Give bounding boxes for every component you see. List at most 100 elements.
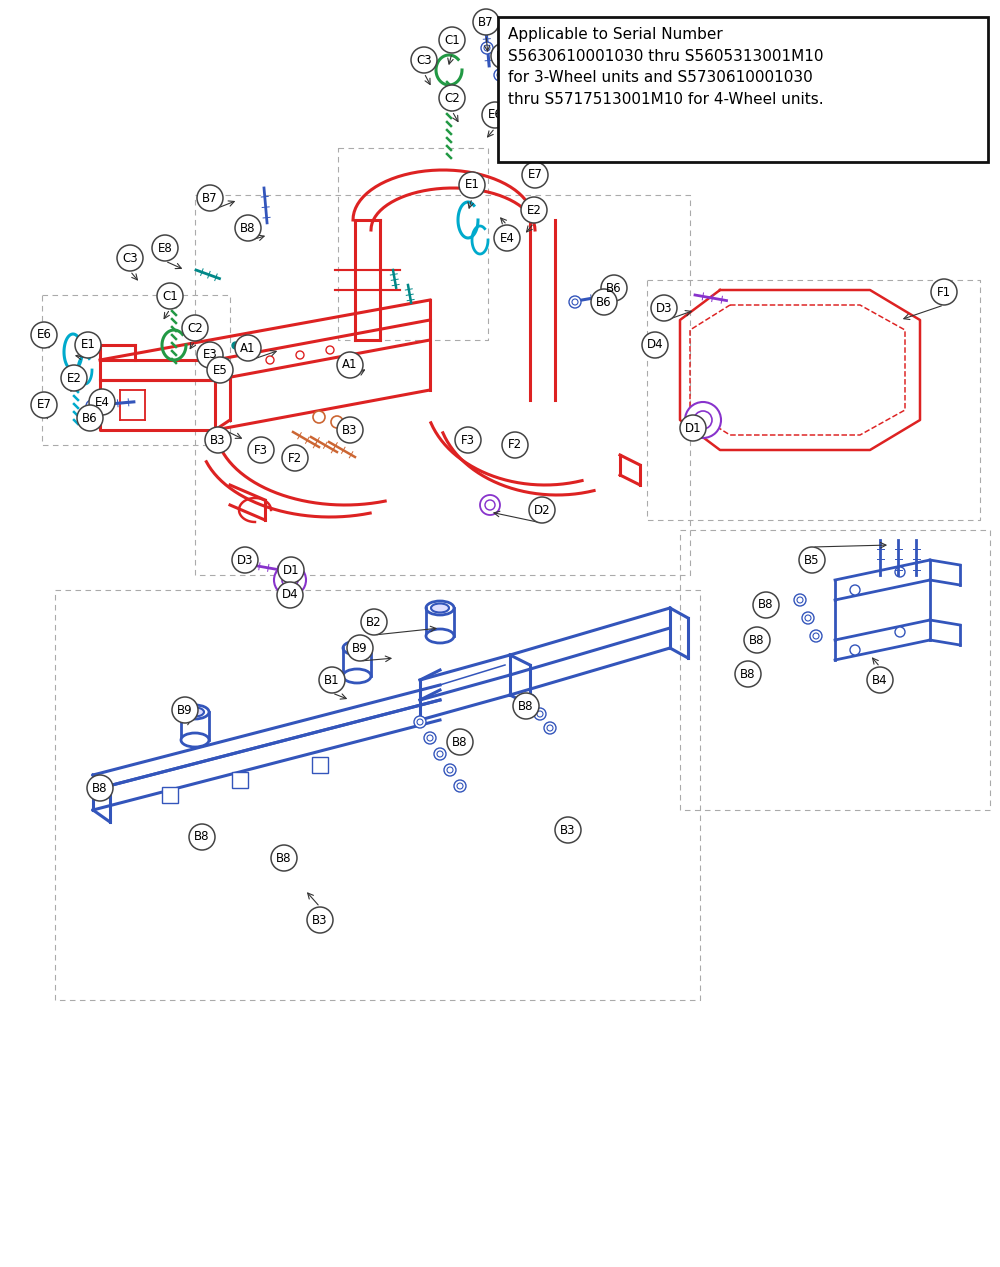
Circle shape xyxy=(319,666,345,693)
Circle shape xyxy=(248,437,274,462)
Circle shape xyxy=(282,445,308,471)
Circle shape xyxy=(572,299,578,305)
Text: F2: F2 xyxy=(288,451,302,465)
Circle shape xyxy=(277,582,303,608)
Text: B9: B9 xyxy=(177,703,193,717)
Circle shape xyxy=(235,334,261,361)
Text: E6: E6 xyxy=(488,109,502,122)
Text: D4: D4 xyxy=(647,338,663,351)
Circle shape xyxy=(537,711,543,717)
Text: E2: E2 xyxy=(527,204,541,217)
Circle shape xyxy=(794,594,806,606)
Text: F1: F1 xyxy=(937,285,951,299)
Circle shape xyxy=(502,432,528,457)
Circle shape xyxy=(337,352,363,378)
Circle shape xyxy=(497,72,503,79)
Circle shape xyxy=(197,342,223,367)
Text: D3: D3 xyxy=(237,554,253,566)
Circle shape xyxy=(337,417,363,443)
Circle shape xyxy=(524,694,536,706)
Circle shape xyxy=(480,495,500,514)
Circle shape xyxy=(534,708,546,720)
Circle shape xyxy=(427,735,433,741)
Circle shape xyxy=(494,226,520,251)
Text: B8: B8 xyxy=(496,49,512,62)
Circle shape xyxy=(473,9,499,35)
Circle shape xyxy=(744,627,770,653)
Text: B6: B6 xyxy=(596,295,612,308)
Text: B8: B8 xyxy=(92,782,108,794)
Text: B5: B5 xyxy=(804,554,820,566)
Text: B7: B7 xyxy=(202,191,218,204)
Circle shape xyxy=(447,767,453,773)
Text: B8: B8 xyxy=(740,668,756,680)
Circle shape xyxy=(482,103,508,128)
Text: B6: B6 xyxy=(82,412,98,424)
Text: B8: B8 xyxy=(758,598,774,612)
Text: E8: E8 xyxy=(158,242,172,255)
Circle shape xyxy=(232,547,258,573)
Circle shape xyxy=(797,597,803,603)
Text: D4: D4 xyxy=(282,588,298,602)
Circle shape xyxy=(802,612,814,625)
Circle shape xyxy=(931,279,957,305)
Circle shape xyxy=(895,568,905,576)
Circle shape xyxy=(753,592,779,618)
Text: B8: B8 xyxy=(452,736,468,749)
Circle shape xyxy=(424,732,436,744)
Circle shape xyxy=(417,718,423,725)
Text: E1: E1 xyxy=(81,338,95,351)
Text: C2: C2 xyxy=(444,91,460,104)
Text: E2: E2 xyxy=(67,371,81,384)
Text: A1: A1 xyxy=(342,359,358,371)
Text: B3: B3 xyxy=(342,423,358,437)
Circle shape xyxy=(651,295,677,321)
Text: D1: D1 xyxy=(685,422,701,435)
Circle shape xyxy=(810,630,822,642)
Text: Applicable to Serial Number
S5630610001030 thru S5605313001M10
for 3-Wheel units: Applicable to Serial Number S56306100010… xyxy=(508,27,824,106)
Circle shape xyxy=(182,315,208,341)
Circle shape xyxy=(235,215,261,241)
Text: E3: E3 xyxy=(203,348,217,361)
Circle shape xyxy=(850,645,860,655)
Circle shape xyxy=(172,697,198,723)
Bar xyxy=(312,756,328,773)
Text: A1: A1 xyxy=(240,342,256,355)
Circle shape xyxy=(271,845,297,870)
Circle shape xyxy=(867,666,893,693)
Text: B8: B8 xyxy=(518,699,534,712)
Ellipse shape xyxy=(426,628,454,642)
Circle shape xyxy=(439,85,465,111)
Text: B9: B9 xyxy=(352,641,368,655)
Ellipse shape xyxy=(181,704,209,718)
Text: D3: D3 xyxy=(656,302,672,314)
Text: F3: F3 xyxy=(254,443,268,456)
Ellipse shape xyxy=(343,669,371,683)
Text: B4: B4 xyxy=(872,674,888,687)
Circle shape xyxy=(205,427,231,454)
Text: D2: D2 xyxy=(534,503,550,517)
Text: F3: F3 xyxy=(461,433,475,446)
Circle shape xyxy=(591,289,617,315)
Circle shape xyxy=(513,693,539,718)
Bar xyxy=(232,772,248,788)
Text: C1: C1 xyxy=(162,289,178,303)
Text: B6: B6 xyxy=(606,281,622,294)
Text: B3: B3 xyxy=(312,914,328,926)
Circle shape xyxy=(411,47,437,73)
Circle shape xyxy=(347,635,373,661)
Text: B3: B3 xyxy=(560,824,576,836)
Text: B8: B8 xyxy=(194,830,210,844)
Circle shape xyxy=(455,427,481,454)
Circle shape xyxy=(447,729,473,755)
Circle shape xyxy=(642,332,668,359)
Circle shape xyxy=(555,817,581,843)
Circle shape xyxy=(601,275,627,302)
Circle shape xyxy=(89,403,95,409)
Circle shape xyxy=(694,411,712,430)
Circle shape xyxy=(521,196,547,223)
Circle shape xyxy=(266,356,274,364)
Circle shape xyxy=(207,357,233,383)
Circle shape xyxy=(361,609,387,635)
Text: B8: B8 xyxy=(240,222,256,234)
